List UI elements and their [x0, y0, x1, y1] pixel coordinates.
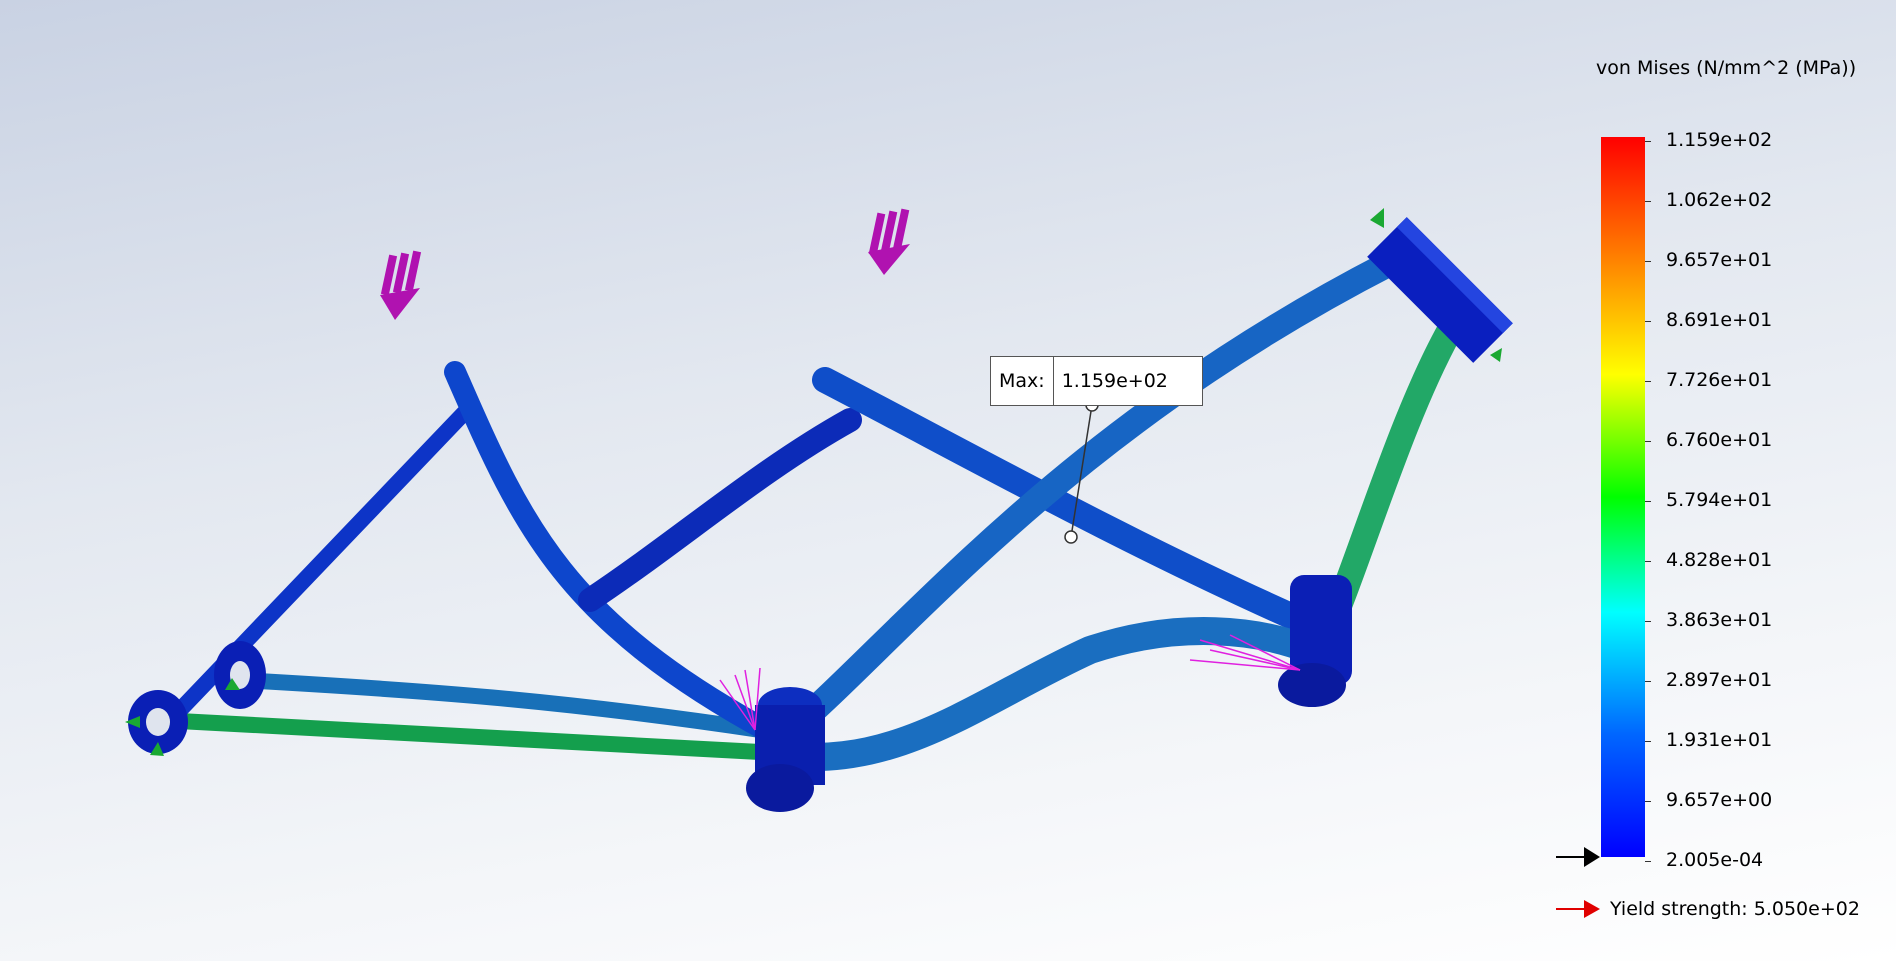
legend-colorbar[interactable] [1601, 137, 1645, 857]
max-value: 1.159e+02 [1061, 370, 1168, 392]
legend-tick-mark [1645, 741, 1651, 742]
legend-tick-mark [1645, 141, 1651, 142]
legend-tick-label: 9.657e+01 [1666, 249, 1773, 271]
front-top-tube [812, 367, 1313, 633]
legend-tick-mark [1645, 201, 1651, 202]
legend-tick-mark [1645, 261, 1651, 262]
legend-tick-mark [1645, 441, 1651, 442]
legend-tick-label: 4.828e+01 [1666, 549, 1773, 571]
legend-tick-label: 1.159e+02 [1666, 129, 1773, 151]
legend-tick-mark [1645, 801, 1651, 802]
bearing-load-lines [719, 634, 1301, 731]
legend-tick-label: 1.931e+01 [1666, 729, 1773, 751]
legend-tick-label: 6.760e+01 [1666, 429, 1773, 451]
max-probe-leader [1064, 398, 1099, 544]
yield-arrow-icon [1556, 900, 1600, 918]
rear-dropout-right [214, 641, 266, 709]
rear-bottom-bracket [746, 687, 825, 812]
lower-chainstay [152, 712, 768, 760]
max-label: Max: [991, 357, 1054, 405]
legend-tick-label: 2.005e-04 [1666, 849, 1764, 871]
yield-strength-label: Yield strength: 5.050e+02 [1610, 898, 1860, 920]
rear-dropout-left [128, 690, 188, 754]
legend-tick-mark [1645, 501, 1651, 502]
legend-tick-label: 3.863e+01 [1666, 609, 1773, 631]
fixed-geometry-green-arrows-icon [125, 208, 1502, 756]
downward-force-arrows-icon [868, 208, 910, 275]
down-tube [767, 245, 1413, 753]
legend-tick-mark [1645, 381, 1651, 382]
rear-seat-tube [444, 361, 786, 746]
head-tube-block [1367, 217, 1513, 363]
legend-title: von Mises (N/mm^2 (MPa)) [1596, 57, 1857, 79]
legend-tick-label: 2.897e+01 [1666, 669, 1773, 691]
front-bottom-bracket [1278, 575, 1352, 707]
upper-chainstay [232, 672, 768, 738]
legend-tick-mark [1645, 861, 1651, 862]
legend-tick-label: 8.691e+01 [1666, 309, 1773, 331]
legend-tick-label: 1.062e+02 [1666, 189, 1773, 211]
lower-tube [766, 617, 1324, 772]
legend-tick-label: 5.794e+01 [1666, 489, 1773, 511]
downward-force-arrows-icon [380, 250, 422, 320]
max-stress-callout[interactable]: Max: 1.159e+02 [990, 356, 1203, 406]
legend-tick-mark [1645, 561, 1651, 562]
legend-tick-mark [1645, 321, 1651, 322]
legend-tick-label: 7.726e+01 [1666, 369, 1773, 391]
yield-strength-row: Yield strength: 5.050e+02 [1556, 896, 1860, 922]
mid-top-tube [578, 408, 862, 612]
legend-tick-mark [1645, 621, 1651, 622]
legend-tick-label: 9.657e+00 [1666, 789, 1773, 811]
legend-pointer-arrow-icon [1556, 847, 1600, 867]
legend-tick-mark [1645, 681, 1651, 682]
